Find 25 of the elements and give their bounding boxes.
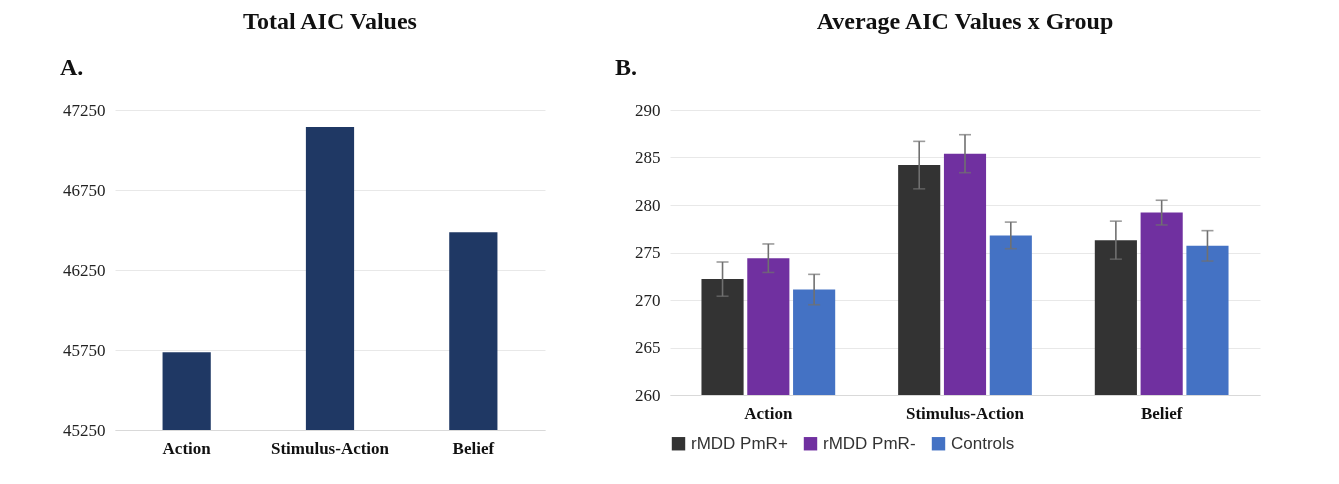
- legend-label: rMDD PmR+: [691, 433, 788, 453]
- y-tick-label: 270: [635, 290, 661, 310]
- y-tick-label: 280: [635, 195, 661, 215]
- y-tick-label: 45250: [63, 420, 106, 440]
- legend-label: Controls: [951, 433, 1015, 453]
- text: A.: [60, 54, 84, 80]
- x-tick-label: Action: [162, 438, 212, 458]
- y-tick-label: 47250: [63, 100, 106, 120]
- text: B.: [615, 54, 638, 80]
- chart-title: Total AIC Values: [243, 8, 417, 34]
- y-tick-label: 46750: [63, 180, 106, 200]
- legend-label: rMDD PmR-: [823, 433, 916, 453]
- chart-title: Average AIC Values x Group: [816, 8, 1114, 34]
- y-tick-label: 45750: [63, 340, 106, 360]
- x-tick-label: Action: [744, 403, 793, 423]
- y-tick-label: 275: [635, 243, 661, 262]
- y-tick-label: 290: [635, 100, 661, 120]
- y-tick-label: 285: [635, 148, 661, 167]
- y-tick-label: 265: [635, 338, 661, 357]
- x-tick-label: Stimulus-Action: [270, 438, 390, 458]
- x-tick-label: Belief: [452, 438, 495, 458]
- x-tick-label: Belief: [1140, 403, 1183, 423]
- y-tick-label: 260: [635, 385, 661, 405]
- y-tick-label: 46250: [63, 260, 106, 280]
- x-tick-label: Stimulus-Action: [905, 403, 1025, 423]
